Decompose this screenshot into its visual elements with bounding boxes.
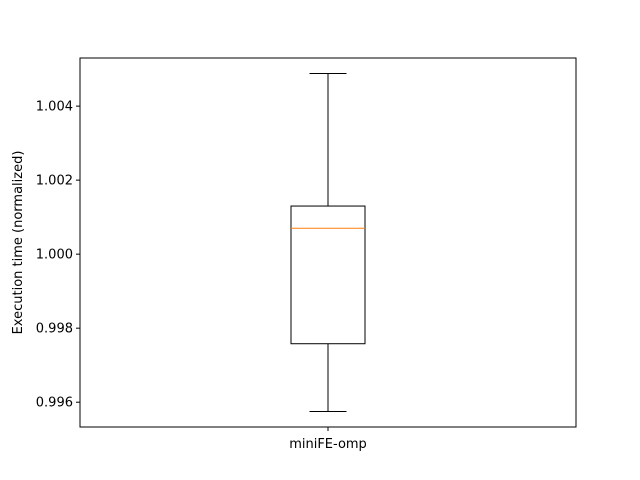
plot-area xyxy=(290,73,366,412)
y-tick-label: 1.000 xyxy=(36,248,73,263)
y-tick-label: 1.004 xyxy=(36,100,73,115)
y-tick-label: 1.002 xyxy=(36,174,73,189)
y-axis-label: Execution time (normalized) xyxy=(11,151,26,335)
x-tick-label: miniFE-omp xyxy=(289,437,367,452)
box-iqr xyxy=(290,205,366,345)
y-tick-label: 0.996 xyxy=(36,396,73,411)
x-axis: miniFE-omp xyxy=(289,427,367,452)
y-tick-label: 0.998 xyxy=(36,322,73,337)
y-axis: 0.996 0.998 1.000 1.002 1.004 xyxy=(36,100,80,411)
